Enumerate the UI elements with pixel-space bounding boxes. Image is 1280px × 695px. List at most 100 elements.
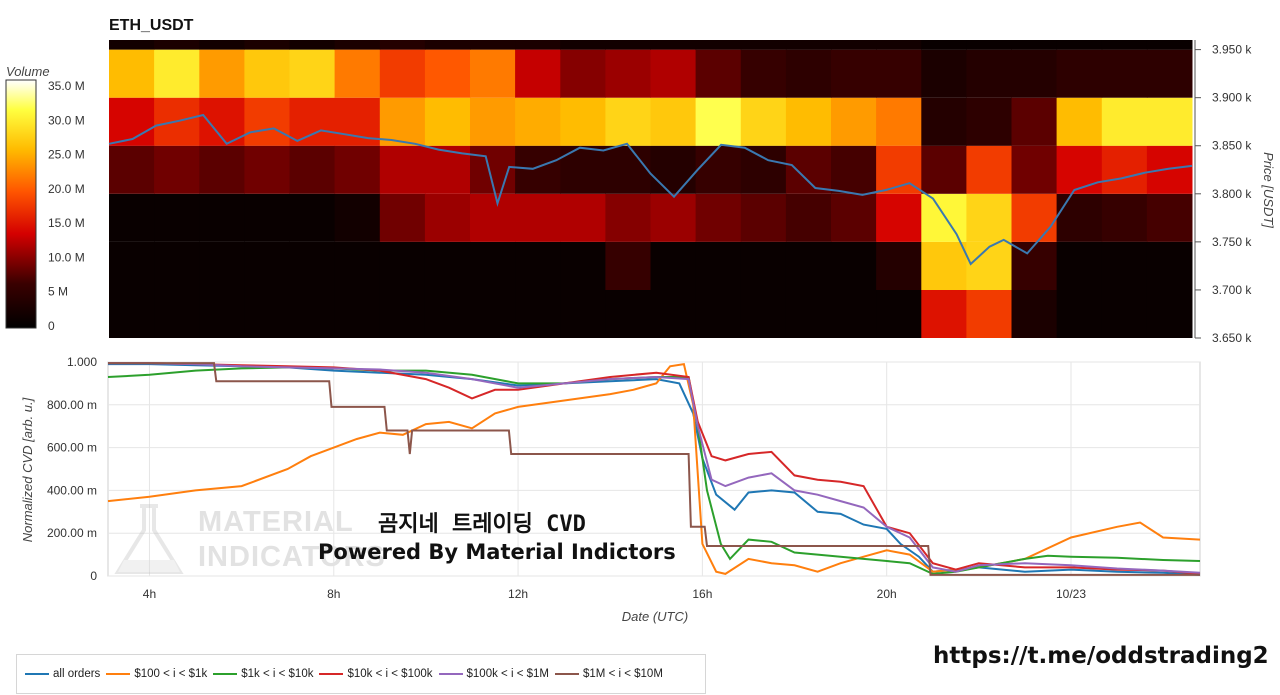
heatmap-cell xyxy=(470,40,516,50)
heatmap-cell xyxy=(244,145,290,194)
heatmap-cell xyxy=(470,289,516,338)
heatmap-cell xyxy=(876,49,922,98)
heatmap-cell xyxy=(154,40,200,50)
heatmap-cell xyxy=(921,241,967,290)
legend-item[interactable]: $100k < i < $1M xyxy=(438,668,549,680)
colorbar-tick-label: 20.0 M xyxy=(48,182,85,196)
heatmap-cell xyxy=(515,193,561,242)
heatmap-cell xyxy=(334,289,381,338)
heatmap-cell xyxy=(1056,40,1103,50)
heatmap-cell xyxy=(470,193,516,242)
heatmap-cell xyxy=(289,289,336,338)
heatmap-cell xyxy=(470,241,516,290)
cvd-plot-area xyxy=(107,361,1201,577)
heatmap-cell xyxy=(831,97,877,146)
heatmap-cell xyxy=(1056,97,1103,146)
heatmap-cell xyxy=(605,97,651,146)
heatmap-cell xyxy=(1146,193,1193,242)
colorbar-tick-label: 0 xyxy=(48,319,55,333)
heatmap-cell xyxy=(379,97,426,146)
heatmap-cell xyxy=(379,40,426,50)
legend-item[interactable]: $10k < i < $100k xyxy=(319,668,433,680)
heatmap-cell xyxy=(1056,241,1103,290)
heatmap-cell xyxy=(424,97,471,146)
price-axis: 3.950 k 3.900 k 3.850 k 3.800 k 3.750 k 3.700… xyxy=(1194,40,1252,345)
heatmap-cell xyxy=(1101,193,1148,242)
heatmap-cell xyxy=(244,193,290,242)
heatmap-cell xyxy=(289,49,336,98)
heatmap-cell xyxy=(921,49,967,98)
heatmap-cell xyxy=(650,145,697,194)
heatmap-cell xyxy=(199,40,245,50)
colorbar-label: Volume xyxy=(6,64,50,79)
heatmap-cell xyxy=(379,289,426,338)
heatmap-cell xyxy=(785,49,832,98)
heatmap-cell xyxy=(1056,49,1103,98)
heatmap-cell xyxy=(1011,145,1058,194)
price-tick-label: 3.950 k xyxy=(1212,43,1252,57)
heatmap-cell xyxy=(515,49,561,98)
price-axis-label: Price [USDT] xyxy=(1261,152,1276,228)
heatmap-cell xyxy=(650,49,697,98)
heatmap-cell xyxy=(605,193,651,242)
heatmap-cell xyxy=(560,97,606,146)
heatmap-cell xyxy=(605,49,651,98)
legend-label: $100k < i < $1M xyxy=(466,668,549,680)
heatmap-cell xyxy=(650,193,697,242)
heatmap-cell xyxy=(921,193,967,242)
heatmap-cell xyxy=(1146,40,1193,50)
heatmap-cell xyxy=(695,97,742,146)
telegram-link[interactable]: https://t.me/oddstrading2 xyxy=(933,643,1269,669)
heatmap-cell xyxy=(244,97,290,146)
colorbar-tick-label: 35.0 M xyxy=(48,79,85,93)
heatmap-cell xyxy=(244,40,290,50)
heatmap-cell xyxy=(876,289,922,338)
heatmap-cell xyxy=(921,40,967,50)
heatmap-cell xyxy=(199,49,245,98)
cvd-x-tick-label: 10/23 xyxy=(1056,587,1086,601)
heatmap-cell xyxy=(921,289,967,338)
heatmap-cell xyxy=(921,97,967,146)
heatmap-cell xyxy=(334,40,381,50)
heatmap-cell xyxy=(831,241,877,290)
heatmap-cell xyxy=(154,193,200,242)
heatmap-cell xyxy=(1056,193,1103,242)
chart-title: ETH_USDT xyxy=(109,17,194,34)
heatmap-cell xyxy=(966,289,1012,338)
heatmap-cell xyxy=(876,40,922,50)
heatmap-cell xyxy=(650,97,697,146)
legend-item[interactable]: $1k < i < $10k xyxy=(213,668,313,680)
heatmap-cell xyxy=(199,289,245,338)
cvd-x-tick-label: 12h xyxy=(508,587,528,601)
colorbar-tick-label: 15.0 M xyxy=(48,216,85,230)
heatmap-cell xyxy=(605,145,651,194)
legend-item[interactable]: $100 < i < $1k xyxy=(106,668,207,680)
heatmap-cell xyxy=(1101,289,1148,338)
legend-item[interactable]: all orders xyxy=(25,668,100,680)
heatmap-cell xyxy=(379,193,426,242)
heatmap-cell xyxy=(1056,289,1103,338)
cvd-y-tick-label: 400.00 m xyxy=(47,483,97,497)
legend-item[interactable]: $1M < i < $10M xyxy=(555,668,663,680)
flask-logo-icon xyxy=(114,504,184,574)
heatmap-cell xyxy=(650,289,697,338)
heatmap-cell xyxy=(244,289,290,338)
price-tick-label: 3.850 k xyxy=(1212,139,1252,153)
heatmap-cell xyxy=(379,49,426,98)
colorbar-ticks: 35.0 M 30.0 M 25.0 M 20.0 M 15.0 M 10.0 M 5 M 0 xyxy=(48,79,85,333)
heatmap-cell xyxy=(1101,241,1148,290)
heatmap-cell xyxy=(740,145,787,194)
heatmap-cell xyxy=(1101,97,1148,146)
heatmap-cell xyxy=(966,49,1012,98)
logo-text-line1: MATERIAL xyxy=(198,506,354,538)
heatmap-cell xyxy=(154,241,200,290)
cvd-grid xyxy=(108,361,1200,577)
price-tick-label: 3.700 k xyxy=(1212,283,1252,297)
heatmap-cell xyxy=(1011,49,1058,98)
cvd-axes: 0 200.00 m 400.00 m 600.00 m 800.00 m 1.000 4h… xyxy=(47,355,1086,601)
heatmap-cell xyxy=(650,241,697,290)
price-line xyxy=(108,113,1193,266)
heatmap-cell xyxy=(1011,97,1058,146)
legend-swatch xyxy=(25,673,49,675)
heatmap-cell xyxy=(876,193,922,242)
